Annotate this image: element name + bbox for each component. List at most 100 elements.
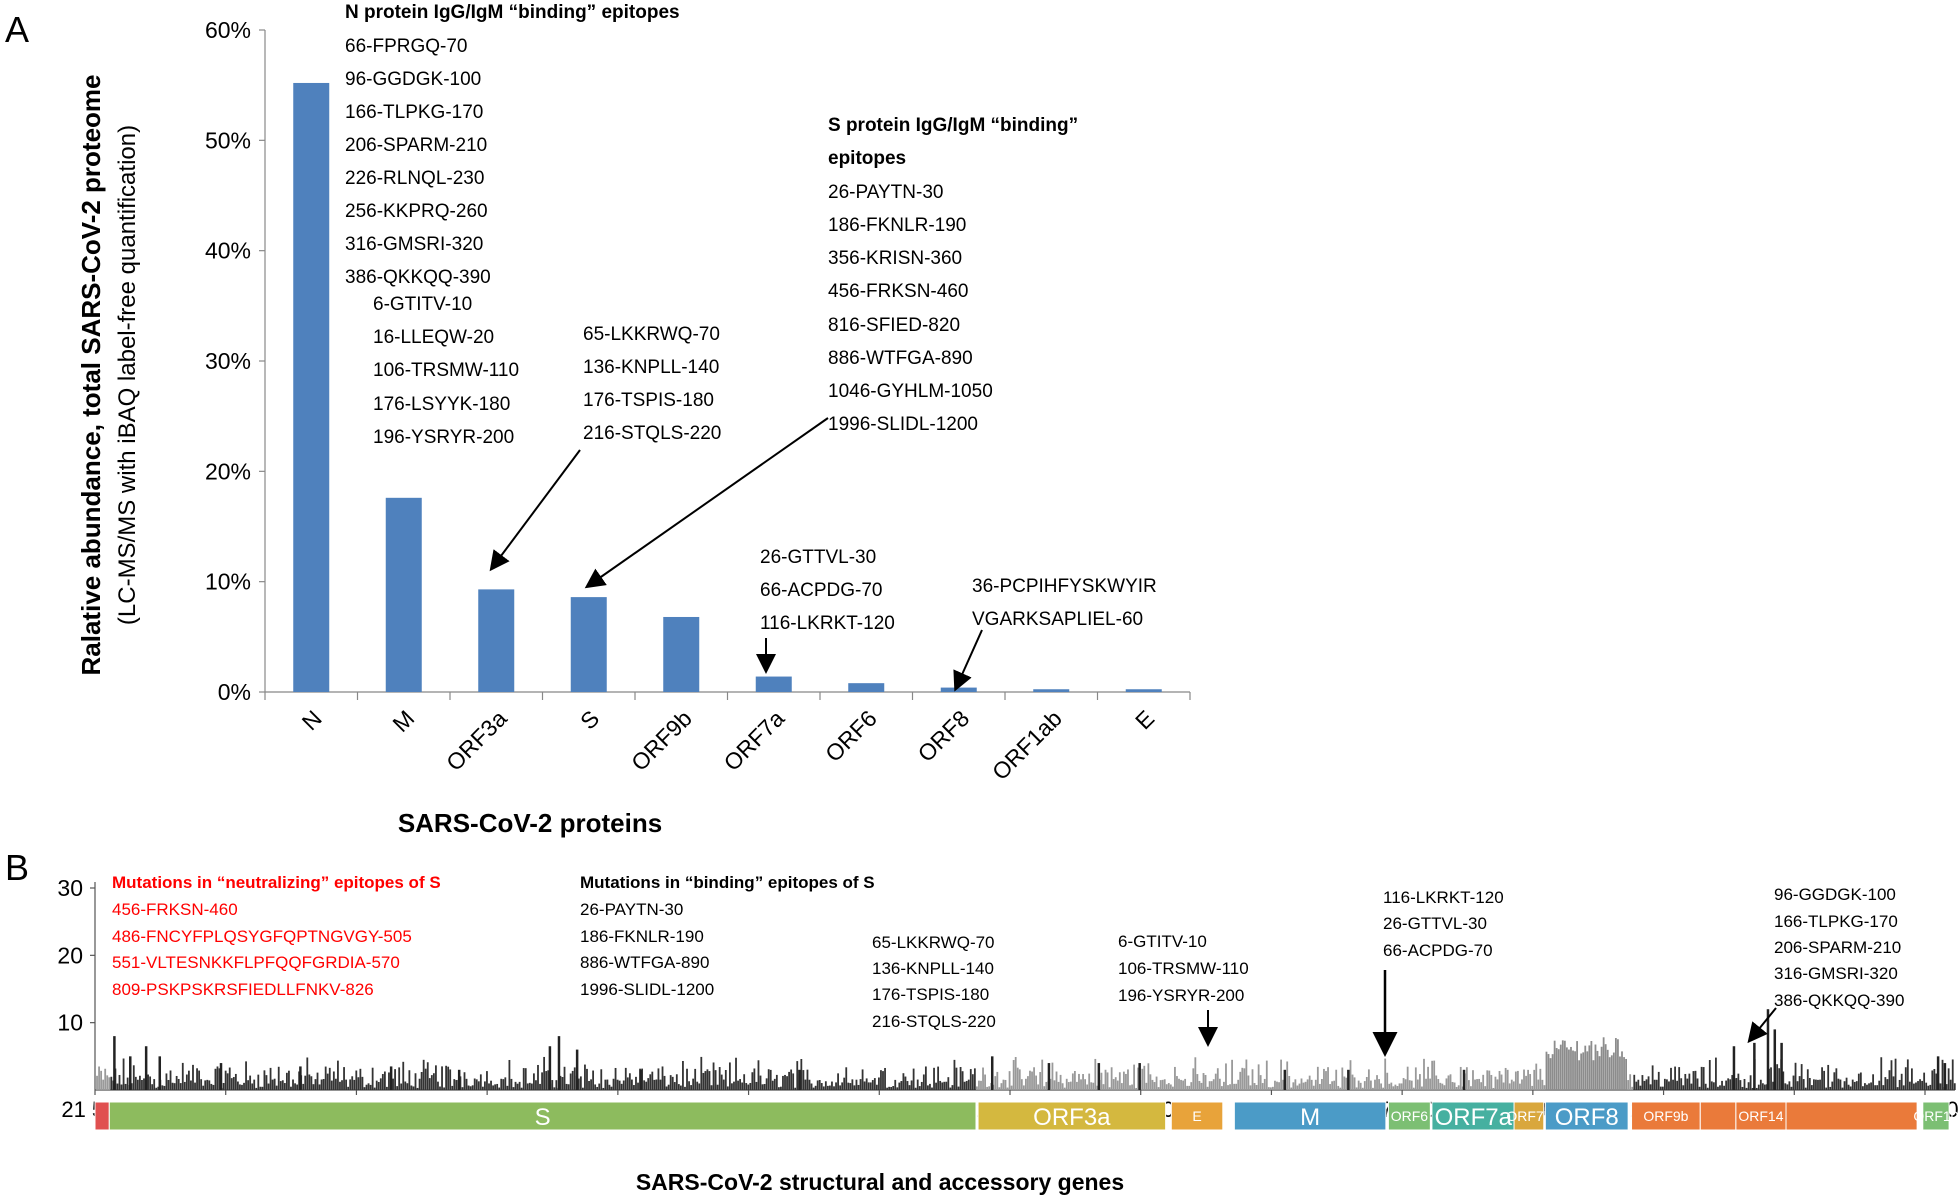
mutation-bar [188,1070,190,1090]
mutation-bar [626,1077,629,1090]
mutation-bar [794,1087,797,1090]
mutation-bar [490,1080,492,1090]
mutation-bar [1076,1081,1078,1090]
mutation-bar [1390,1082,1393,1090]
mutation-bar [363,1087,366,1090]
mutation-bar [1633,1074,1636,1090]
mutation-bar [314,1079,317,1090]
mutation-bar [1862,1086,1864,1090]
mutation-bar [735,1057,737,1090]
orf7a-mutation-line: 66-ACPDG-70 [1383,941,1493,960]
mutation-bar [710,1085,713,1090]
mutation-bar [1788,1081,1791,1090]
mutation-bar [1666,1079,1668,1090]
mutation-bar [1355,1087,1358,1090]
n-annotation-line: 96-GGDGK-100 [345,69,481,90]
mutation-bar [257,1074,260,1090]
mutation-bar [1533,1069,1536,1090]
mutation-bar [1374,1079,1376,1090]
mutation-bar [1915,1082,1917,1090]
mutation-bar [1802,1079,1805,1090]
mutation-bar [1902,1085,1905,1090]
mutation-bar [731,1083,733,1090]
mutation-bar [718,1067,721,1090]
mutation-bar [971,1074,974,1090]
mutation-bar [1698,1086,1701,1090]
mutation-bar [810,1083,813,1090]
mutation-bar [978,1080,980,1090]
gene-orf10 [1922,1101,1950,1131]
mutation-bar [1029,1070,1031,1090]
mutation-bar [373,1087,376,1090]
mutation-bar [1684,1073,1687,1090]
mutation-bar [726,1086,729,1090]
panel-a-y-tick-label: 50% [205,127,251,153]
mutation-bar [1057,1081,1060,1090]
gene-label-orf6: ORF6 [1391,1108,1429,1124]
mutation-bar [1839,1079,1842,1090]
category-label-m: M [387,705,419,737]
mutation-bar [673,1082,676,1090]
orf3a-annotation-line: 216-STQLS-220 [583,423,721,444]
mutation-bar [1831,1081,1834,1090]
mutation-bar [1247,1075,1250,1090]
mutation-bar [1396,1086,1399,1090]
m-mutation-line: 106-TRSMW-110 [1118,959,1249,978]
mutation-bar [635,1076,637,1090]
gene-label-orf7b: ORF7b [1506,1108,1551,1124]
mutation-bar [192,1064,194,1090]
mutation-bar [867,1082,870,1090]
mutation-bar [1651,1065,1654,1090]
mutation-bar [645,1081,648,1090]
mutation-bar [829,1085,831,1090]
mutation-bar [1668,1081,1670,1090]
mutation-bar [449,1069,452,1090]
mutation-bar [1492,1087,1495,1090]
mutation-bar [435,1065,437,1090]
mutation-bar [1778,1068,1781,1090]
mutation-bar [404,1081,407,1090]
mutation-bar [1892,1076,1895,1090]
mutation-bar [927,1085,929,1090]
gene-segment [94,1101,110,1131]
mutation-bar [1908,1081,1911,1090]
mutation-bar [651,1071,654,1090]
gene-s [108,1101,977,1131]
mutation-bar [1910,1068,1913,1090]
mutation-bar [1670,1067,1672,1090]
mutation-bar [1813,1079,1815,1090]
mutation-bar [788,1071,790,1090]
mutation-bar [171,1082,174,1090]
mutation-bar [200,1079,203,1090]
mutation-bar [1206,1086,1209,1090]
mutation-bar [751,1072,754,1090]
mutation-bar [767,1069,770,1090]
neutralizing-line: 486-FNCYFPLQSYGFQPTNGVGY-505 [112,927,412,946]
mutation-bar [494,1084,497,1090]
mutation-bar [1008,1071,1011,1090]
mutation-bar [1925,1082,1928,1090]
mutation-bar [1165,1084,1168,1090]
mutation-bar [1035,1075,1038,1090]
mutation-bar [337,1060,339,1090]
mutation-bar [1737,1073,1740,1090]
mutation-bar [1821,1067,1823,1090]
mutation-bar [986,1086,989,1090]
mutation-bar [1782,1071,1785,1090]
mutation-bar [1592,1060,1595,1090]
mutation-bar [522,1068,525,1090]
mutation-bar [484,1081,486,1090]
mutation-bar [753,1068,756,1090]
mutation-bar [722,1079,725,1090]
mutation-bar [1717,1086,1719,1090]
mutation-bar [320,1079,323,1090]
mutation-bar [1478,1078,1481,1090]
mutation-bar [345,1079,347,1090]
mutation-bar [141,1079,143,1090]
mutation-bar [1643,1080,1646,1090]
gene-segment [1699,1101,1737,1131]
mutation-bar [108,1077,111,1090]
mutation-bar [1363,1081,1366,1090]
mutation-bar [1327,1067,1329,1090]
mutation-bar [1678,1067,1681,1090]
